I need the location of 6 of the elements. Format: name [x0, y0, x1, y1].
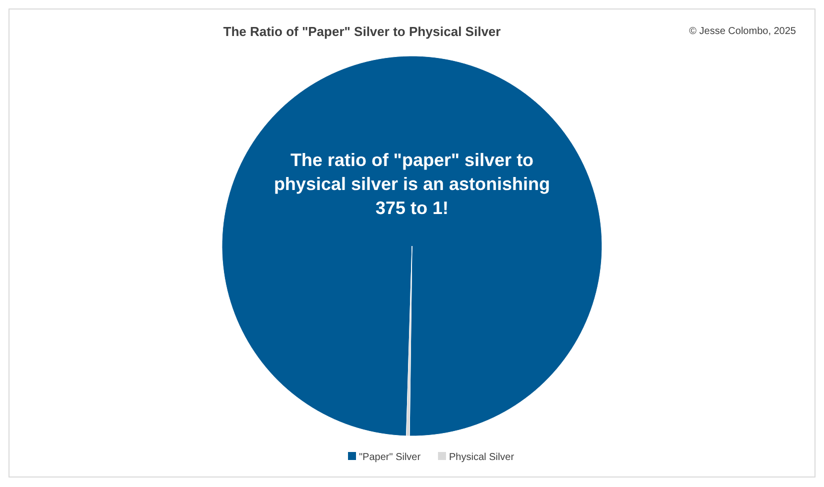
- chart-title: The Ratio of "Paper" Silver to Physical Silver: [223, 24, 501, 39]
- text: © Jesse Colombo, 2025: [689, 26, 796, 37]
- pie-slice: [222, 56, 602, 436]
- text: The ratio of "paper" silver to physical silver is an astonishing 375 to 1!: [274, 150, 550, 218]
- legend-label: Physical Silver: [449, 452, 515, 463]
- legend-label: "Paper" Silver: [359, 452, 422, 463]
